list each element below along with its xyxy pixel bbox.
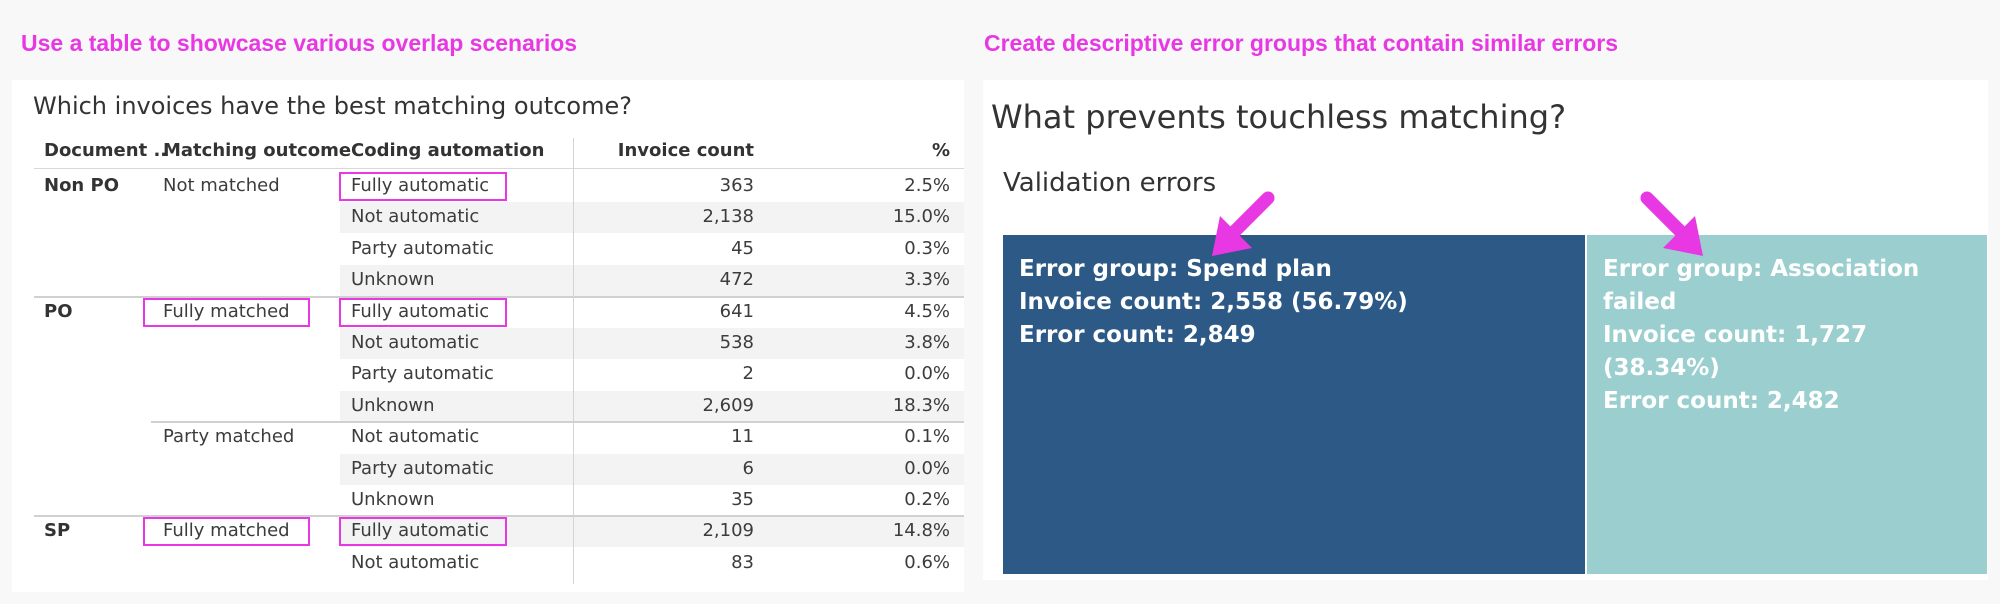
coding-automation-cell: Not automatic (351, 332, 480, 353)
invoice-count-cell: 35 (731, 489, 754, 510)
invoice-count-cell: 472 (719, 269, 754, 291)
invoice-count-cell: 45 (731, 237, 754, 259)
row-band (340, 328, 964, 359)
invoice-count-cell: 2,138 (702, 206, 754, 228)
group-divider (34, 295, 964, 298)
header-document[interactable]: Document .. (44, 140, 168, 161)
row-band (340, 265, 964, 297)
arrow-down-right-icon (1640, 191, 1703, 256)
percent-cell: 14.8% (892, 520, 950, 542)
matching-outcome-cell: Party matched (163, 426, 295, 448)
treemap-panel: What prevents touchless matching? Valida… (983, 80, 1988, 580)
percent-cell: 0.2% (904, 489, 950, 510)
invoice-count-cell: 641 (719, 300, 754, 322)
percent-cell: 18.3% (892, 394, 950, 416)
percent-cell: 0.3% (904, 237, 950, 259)
invoice-count-cell: 2,109 (702, 520, 754, 542)
document-type-cell: Non PO (44, 175, 120, 196)
row-band (340, 516, 964, 548)
coding-automation-cell: Not automatic (351, 206, 480, 228)
header-invoice-count[interactable]: Invoice count (617, 140, 754, 161)
percent-cell: 4.5% (904, 300, 950, 322)
arrow-down-left-icon (1212, 191, 1275, 256)
treemap-rect-association-failed[interactable]: Error group: Association failed Invoice … (1587, 235, 1987, 574)
table-title: Which invoices have the best matching ou… (33, 92, 632, 120)
spend-plan-group-label: Error group: Spend plan (1019, 256, 1332, 282)
header-divider (34, 168, 964, 169)
matching-outcome-cell: Not matched (163, 175, 280, 196)
row-band (340, 202, 964, 234)
percent-cell: 0.1% (904, 426, 950, 448)
coding-automation-cell: Not automatic (351, 426, 480, 448)
right-caption: Create descriptive error groups that con… (984, 30, 1618, 56)
invoice-table-panel: Which invoices have the best matching ou… (12, 80, 964, 592)
document-type-cell: SP (44, 520, 71, 542)
invoice-count-cell: 2 (742, 363, 754, 385)
invoice-count-cell: 6 (742, 457, 754, 479)
left-caption: Use a table to showcase various overlap … (21, 30, 578, 56)
association-failed-error-count: Error count: 2,482 (1603, 388, 1840, 414)
percent-cell: 15.0% (892, 206, 950, 228)
group-divider (34, 515, 964, 518)
percent-cell: 0.0% (904, 363, 950, 385)
highlight-box (339, 297, 507, 327)
percent-cell: 3.8% (904, 332, 950, 353)
invoice-count-cell: 363 (719, 175, 754, 196)
percent-cell: 3.3% (904, 269, 950, 291)
coding-automation-cell: Not automatic (351, 551, 480, 573)
association-failed-group-label: Error group: Association failed (1603, 256, 1920, 315)
coding-automation-cell: Unknown (351, 269, 435, 291)
highlight-box (143, 297, 310, 327)
coding-automation-cell: Unknown (351, 394, 435, 416)
coding-automation-cell: Fully automatic (351, 175, 490, 196)
coding-automation-cell: Party automatic (351, 457, 494, 479)
highlight-box (143, 517, 310, 547)
header-coding-automation[interactable]: Coding automation (351, 140, 545, 161)
row-band (340, 453, 964, 485)
matching-outcome-cell: Fully matched (163, 520, 290, 542)
highlight-box (339, 172, 507, 201)
treemap-rect-spend-plan[interactable]: Error group: Spend plan Invoice count: 2… (1003, 235, 1585, 574)
invoice-count-cell: 2,609 (702, 394, 754, 416)
document-type-cell: PO (44, 300, 73, 322)
header-matching-outcome[interactable]: Matching outcome (163, 140, 352, 161)
percent-cell: 2.5% (904, 175, 950, 196)
coding-automation-cell: Fully automatic (351, 520, 490, 542)
group-divider (151, 421, 964, 424)
spend-plan-error-count: Error count: 2,849 (1019, 322, 1256, 348)
percent-cell: 0.0% (904, 457, 950, 479)
row-band (340, 390, 964, 422)
coding-automation-cell: Unknown (351, 489, 435, 510)
chart-subtitle: Validation errors (1003, 168, 1217, 198)
chart-title: What prevents touchless matching? (991, 98, 1567, 136)
invoice-count-cell: 538 (719, 332, 754, 353)
coding-automation-cell: Party automatic (351, 237, 494, 259)
percent-cell: 0.6% (904, 551, 950, 573)
matching-outcome-cell: Fully matched (163, 300, 290, 322)
highlight-box (339, 517, 507, 547)
association-failed-invoice-count: Invoice count: 1,727 (38.34%) (1603, 322, 1867, 381)
coding-automation-cell: Party automatic (351, 363, 494, 385)
header-percent[interactable]: % (931, 140, 950, 161)
spend-plan-invoice-count: Invoice count: 2,558 (56.79%) (1019, 289, 1408, 315)
coding-automation-cell: Fully automatic (351, 300, 490, 322)
column-divider (573, 138, 574, 584)
invoice-count-cell: 11 (731, 426, 754, 448)
invoice-count-cell: 83 (731, 551, 754, 573)
